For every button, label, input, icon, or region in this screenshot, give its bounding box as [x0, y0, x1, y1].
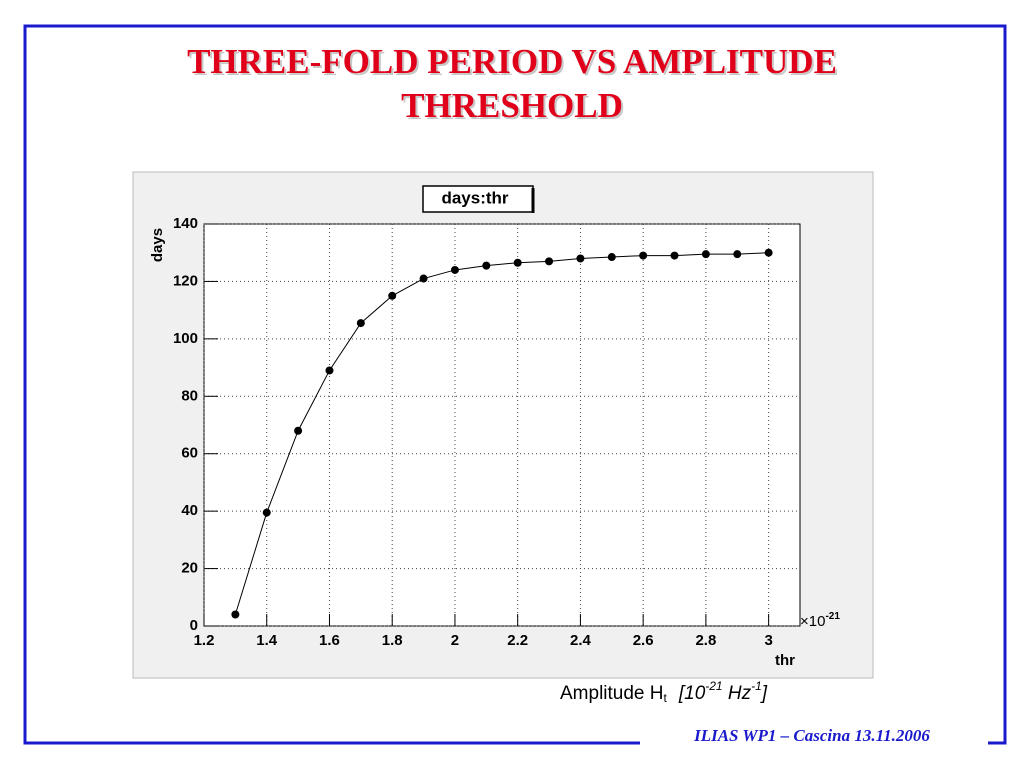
x-tick-label: 2.2 — [507, 632, 528, 649]
caption-part: Amplitude H — [560, 683, 664, 704]
y-tick-label: 40 — [181, 502, 198, 519]
data-point — [764, 248, 773, 257]
data-point — [262, 508, 271, 517]
data-point — [325, 366, 334, 375]
x-tick-label: 2.8 — [695, 632, 716, 649]
data-point — [419, 274, 428, 283]
y-tick-label: 0 — [190, 617, 198, 634]
plot-area — [203, 223, 801, 627]
data-line — [234, 252, 769, 615]
x-tick-label: 1.6 — [319, 632, 340, 649]
x-multiplier-exp: -21 — [825, 611, 840, 622]
caption-part: Hz — [723, 683, 752, 704]
x-tick-label: 1.4 — [256, 632, 278, 649]
slide-title: THREE-FOLD PERIOD VS AMPLITUDE THRESHOLD — [187, 42, 837, 125]
y-tick-label: 120 — [173, 272, 198, 289]
data-point — [733, 250, 742, 259]
slide-border — [23, 24, 1007, 745]
x-tick-label: 2 — [451, 632, 459, 649]
x-caption: Amplitude Ht [10-21 Hz-1] — [560, 679, 768, 705]
data-point — [231, 610, 240, 619]
data-point — [356, 319, 365, 328]
y-tick-label: 60 — [181, 445, 198, 462]
caption-part: ] — [760, 683, 768, 704]
caption-sub: t — [664, 691, 668, 705]
y-tick-label: 80 — [181, 387, 198, 404]
x-tick-label: 2.6 — [633, 632, 654, 649]
stat-box — [422, 185, 534, 213]
data-point — [294, 426, 303, 435]
x-multiplier-base: ×10 — [800, 613, 825, 630]
chart-title: days:thr — [441, 188, 508, 207]
data-point — [576, 254, 585, 263]
y-tick-label: 140 — [173, 215, 198, 232]
x-tick-label: 3 — [764, 632, 772, 649]
x-tick-label: 1.2 — [194, 632, 215, 649]
x-multiplier: ×10-21 — [800, 611, 840, 630]
data-point — [670, 251, 679, 260]
x-tick-label: 1.8 — [382, 632, 403, 649]
data-point — [482, 261, 491, 270]
footer: ILIAS WP1 – Cascina 13.11.2006 — [693, 726, 930, 745]
data-point — [450, 265, 459, 274]
data-point — [388, 291, 397, 300]
x-axis-label: thr — [775, 652, 795, 669]
data-point — [639, 251, 648, 260]
data-point — [545, 257, 554, 266]
data-point — [607, 253, 616, 262]
y-axis-label: days — [149, 228, 166, 262]
data-point — [513, 258, 522, 267]
caption-part: [10 — [678, 683, 706, 704]
caption-sup: -1 — [751, 679, 762, 693]
x-tick-label: 2.4 — [570, 632, 592, 649]
caption-sup: -21 — [705, 679, 722, 693]
y-tick-label: 100 — [173, 330, 198, 347]
data-point — [701, 250, 710, 259]
y-tick-label: 20 — [181, 560, 198, 577]
